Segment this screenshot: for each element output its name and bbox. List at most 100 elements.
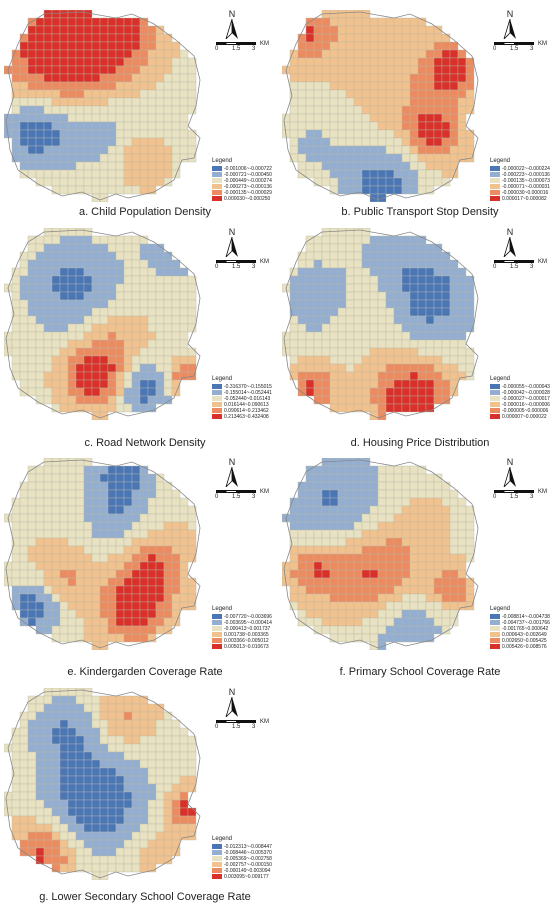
grid-cell: [35, 807, 45, 817]
grid-cell: [75, 145, 85, 155]
grid-cell: [401, 403, 411, 413]
grid-cell: [107, 185, 117, 195]
grid-cell: [441, 283, 451, 293]
grid-cell: [123, 17, 133, 27]
grid-cell: [337, 465, 347, 475]
grid-cell: [329, 561, 339, 571]
grid-cell: [107, 703, 117, 713]
legend-item: -0.012313~-0.008447: [212, 844, 278, 850]
grid-cell: [43, 465, 53, 475]
scale-bar: 0 1.5 3 KM: [215, 489, 272, 502]
grid-cell: [425, 73, 435, 83]
grid-cell: [187, 513, 197, 523]
grid-cell: [377, 177, 387, 187]
grid-cell: [163, 177, 173, 187]
grid-cell: [393, 283, 403, 293]
grid-cell: [321, 513, 331, 523]
grid-cell: [329, 121, 339, 131]
grid-cell: [131, 299, 141, 309]
grid-cell: [83, 489, 93, 499]
grid-cell: [59, 339, 69, 349]
grid-cell: [115, 695, 125, 705]
grid-cell: [321, 89, 331, 99]
grid-cell: [27, 711, 37, 721]
grid-cell: [337, 529, 347, 539]
grid-cell: [441, 505, 451, 515]
grid-cell: [107, 25, 117, 35]
grid-cell: [59, 807, 69, 817]
grid-cell: [51, 601, 61, 611]
grid-cell: [99, 529, 109, 539]
grid-cell: [313, 609, 323, 619]
grid-cell: [59, 379, 69, 389]
grid-cell: [67, 25, 77, 35]
grid-cell: [35, 331, 45, 341]
grid-cell: [353, 379, 363, 389]
grid-cell: [171, 275, 181, 285]
grid-cell: [187, 355, 197, 365]
grid-cell: [99, 137, 109, 147]
grid-cell: [369, 355, 379, 365]
grid-cell: [51, 251, 61, 261]
grid-cell: [163, 529, 173, 539]
grid-cell: [425, 569, 435, 579]
grid-cell: [123, 601, 133, 611]
grid-cell: [433, 137, 443, 147]
grid-cell: [107, 727, 117, 737]
grid-cell: [345, 315, 355, 325]
grid-cell: [361, 161, 371, 171]
grid-cell: [19, 585, 29, 595]
grid-cell: [75, 339, 85, 349]
grid-cell: [305, 41, 315, 51]
grid-cell: [449, 497, 459, 507]
grid-cell: [321, 105, 331, 115]
grid-cell: [321, 315, 331, 325]
grid-cell: [401, 235, 411, 245]
grid-cell: [417, 25, 427, 35]
grid-cell: [369, 521, 379, 531]
grid-cell: [147, 161, 157, 171]
grid-cell: [297, 513, 307, 523]
grid-cell: [305, 577, 315, 587]
grid-cell: [147, 49, 157, 59]
grid-cell: [337, 537, 347, 547]
grid-cell: [393, 505, 403, 515]
grid-cell: [131, 831, 141, 841]
grid-cell: [67, 727, 77, 737]
grid-cell: [83, 529, 93, 539]
grid-cell: [465, 105, 475, 115]
grid-cell: [433, 323, 443, 333]
grid-cell: [27, 315, 37, 325]
grid-cell: [163, 513, 173, 523]
grid-cell: [115, 855, 125, 865]
grid-cell: [457, 331, 467, 341]
grid-cell: [91, 759, 101, 769]
grid-cell: [67, 323, 77, 333]
grid-cell: [139, 609, 149, 619]
legend-item: -0.000030~0.000016: [490, 190, 550, 196]
grid-cell: [321, 113, 331, 123]
grid-cell: [107, 561, 117, 571]
grid-cell: [297, 121, 307, 131]
grid-cell: [99, 593, 109, 603]
grid-cell: [377, 411, 387, 420]
grid-cell: [401, 49, 411, 59]
grid-cell: [179, 291, 189, 301]
grid-cell: [19, 323, 29, 333]
grid-cell: [417, 49, 427, 59]
grid-map: [4, 688, 201, 880]
grid-cell: [179, 363, 189, 373]
grid-cell: [59, 49, 69, 59]
grid-cell: [19, 145, 29, 155]
grid-cell: [385, 17, 395, 27]
grid-cell: [163, 521, 173, 531]
grid-cell: [163, 831, 173, 841]
grid-cell: [43, 331, 53, 341]
grid-cell: [139, 363, 149, 373]
grid-cell: [51, 711, 61, 721]
grid-cell: [401, 577, 411, 587]
grid-cell: [409, 251, 419, 261]
grid-cell: [377, 355, 387, 365]
grid-cell: [11, 275, 21, 285]
grid-cell: [171, 799, 181, 809]
